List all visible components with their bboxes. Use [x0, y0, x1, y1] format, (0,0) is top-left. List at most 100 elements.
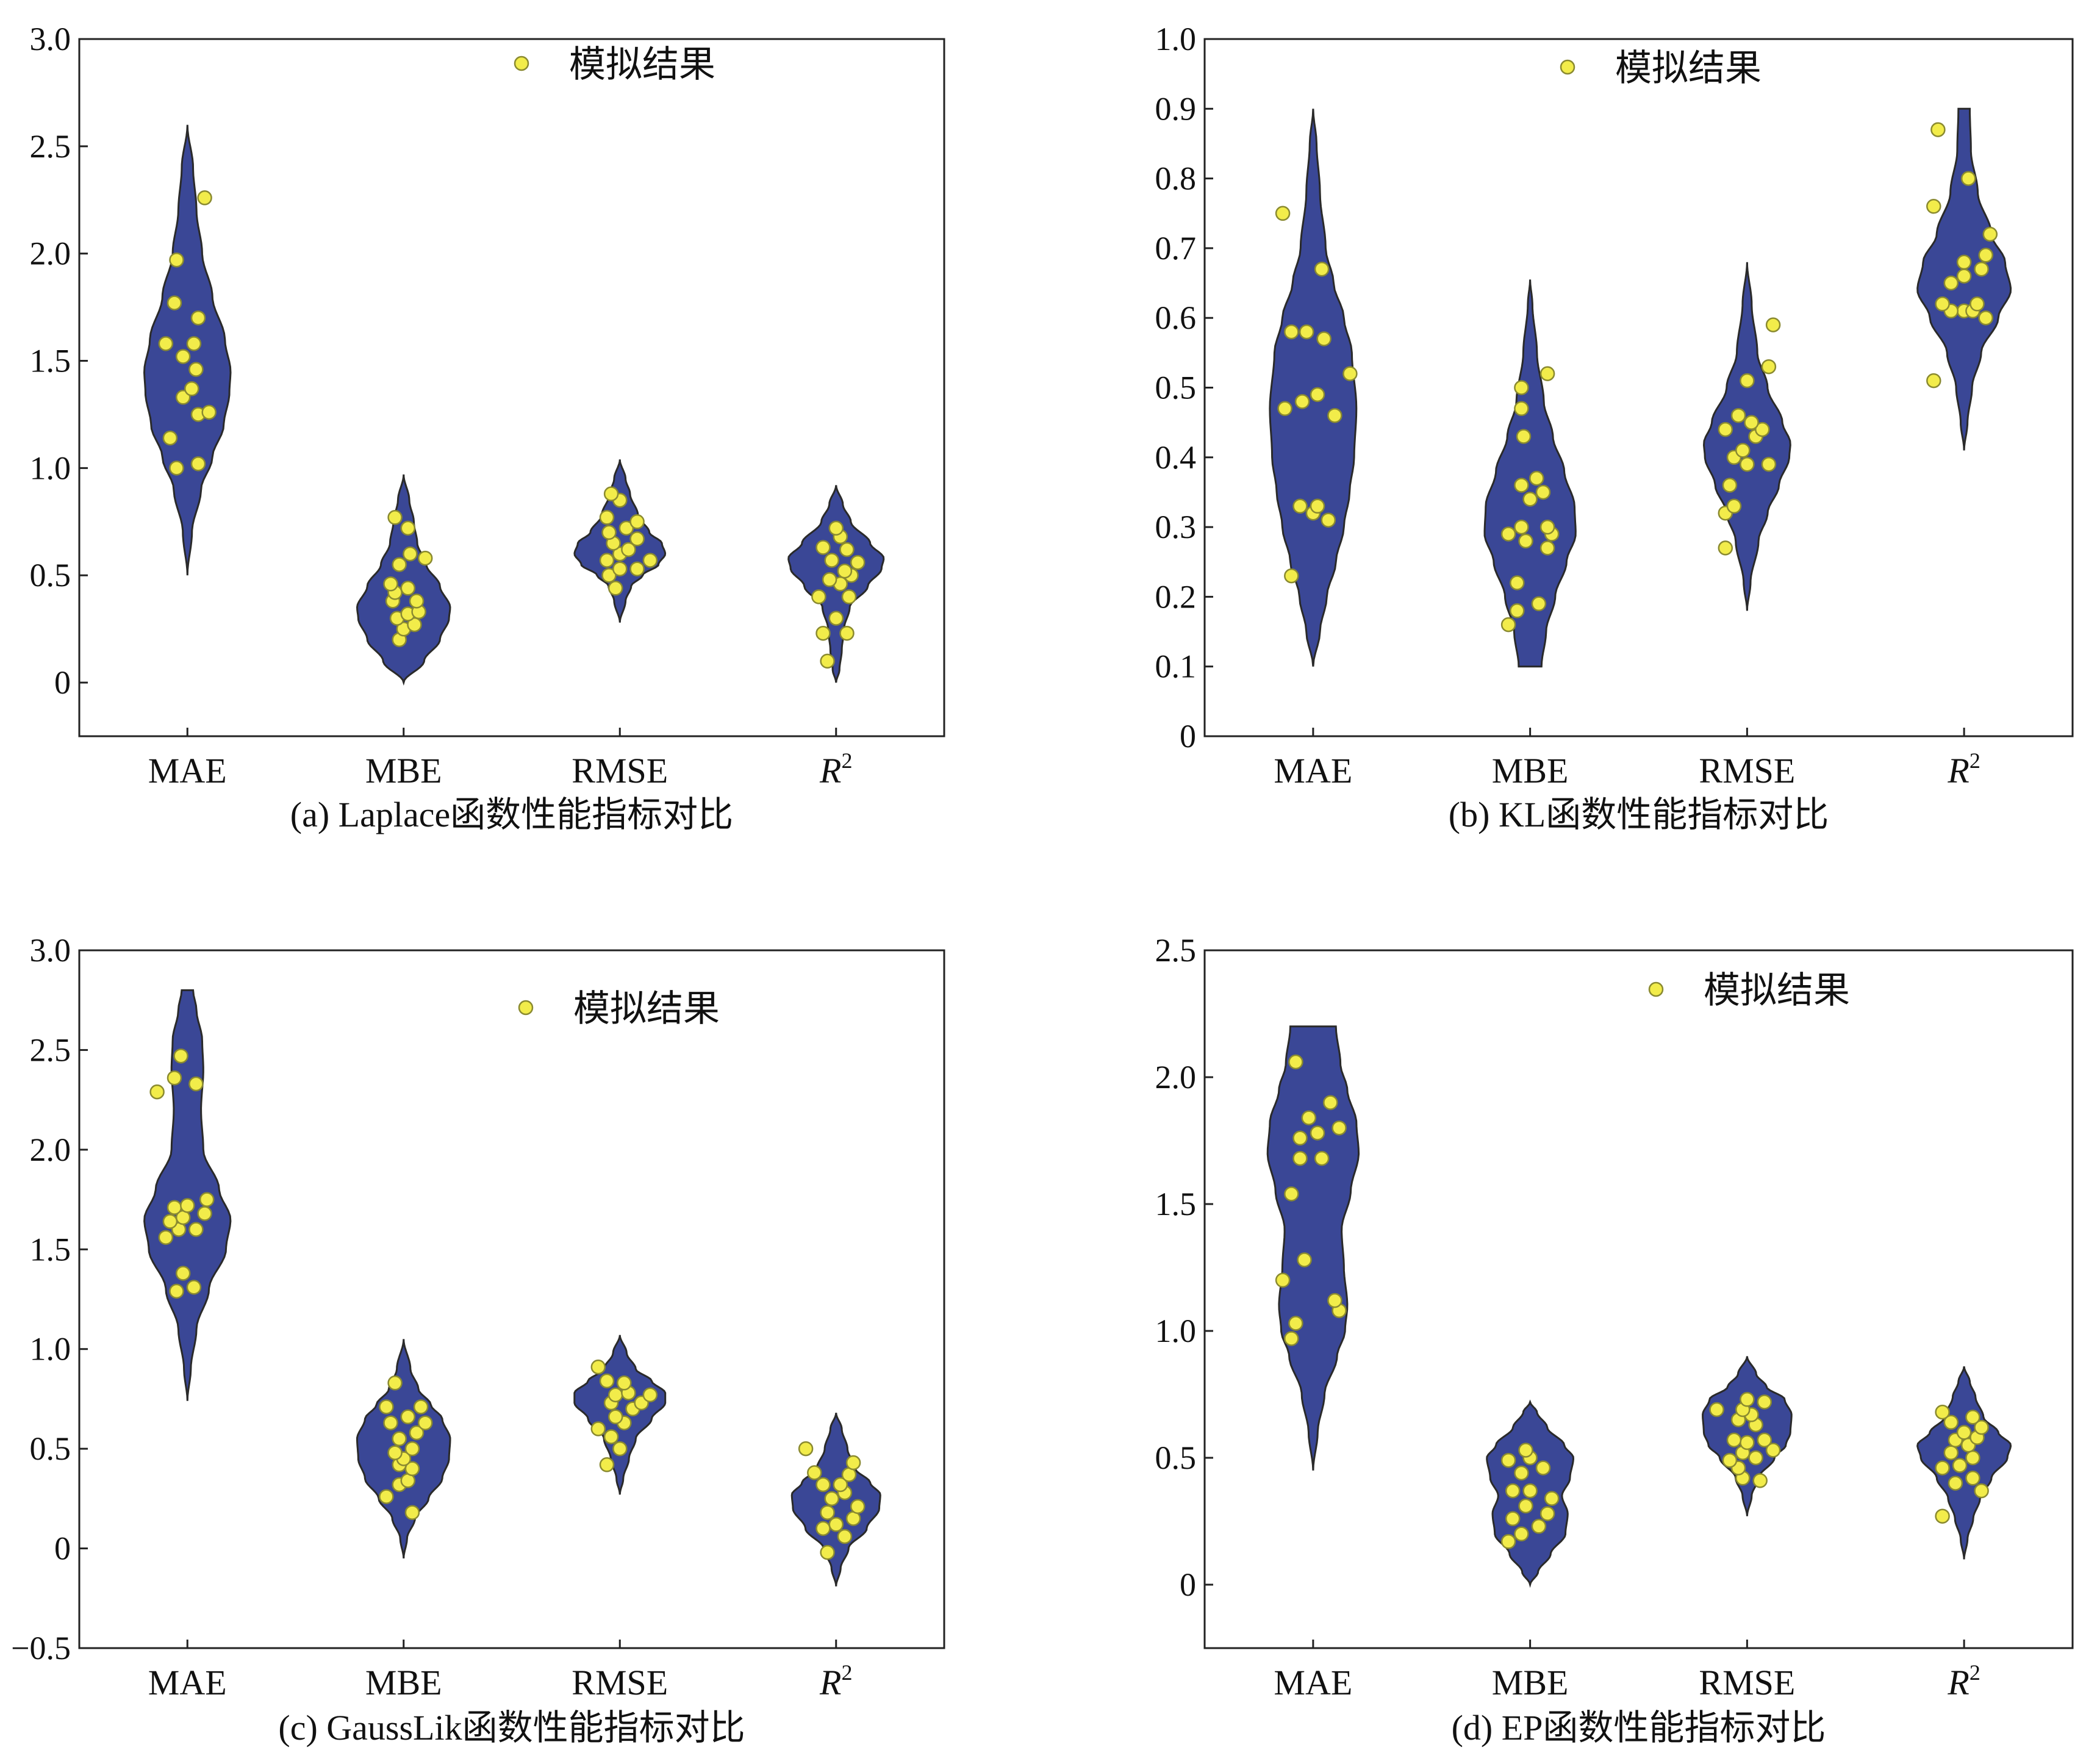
x-tick-label: RMSE: [1699, 1663, 1795, 1702]
data-point: [822, 572, 837, 587]
data-point: [1518, 533, 1533, 549]
data-point: [383, 576, 398, 592]
data-point: [1761, 456, 1777, 472]
data-point: [1943, 275, 1959, 291]
y-tick-label: 0: [1180, 718, 1196, 755]
data-point: [608, 1409, 623, 1425]
data-point: [1748, 1450, 1763, 1466]
panel-caption: (d) EP函数性能指标对比: [1452, 1708, 1826, 1748]
data-point: [828, 1517, 844, 1532]
data-point: [1522, 492, 1538, 507]
data-point: [1956, 1425, 1972, 1440]
data-point: [1757, 1394, 1772, 1410]
data-point: [1294, 394, 1310, 409]
panel-caption: (a) Laplace函数性能指标对比: [290, 795, 733, 834]
data-point: [400, 581, 416, 596]
data-point: [173, 1048, 188, 1064]
data-point: [850, 1499, 866, 1515]
data-point: [1978, 248, 1993, 263]
legend-marker: [1648, 981, 1664, 997]
data-point: [1310, 1125, 1325, 1141]
data-point: [608, 581, 623, 596]
data-point: [1952, 1458, 1968, 1473]
data-point: [1332, 1120, 1347, 1136]
data-point: [186, 336, 202, 351]
data-point: [1310, 498, 1325, 514]
data-point: [820, 1544, 835, 1560]
data-point: [1514, 519, 1529, 535]
data-point: [400, 520, 416, 536]
data-point: [837, 563, 853, 579]
data-point: [1730, 407, 1746, 423]
data-point: [617, 1375, 632, 1391]
x-tick-label: RMSE: [572, 1663, 668, 1702]
data-point: [404, 1505, 420, 1520]
data-point: [387, 1375, 403, 1391]
data-point: [387, 510, 403, 525]
data-point: [1539, 366, 1555, 381]
data-point: [811, 589, 826, 604]
data-point: [1974, 1483, 1989, 1499]
data-point: [1765, 1443, 1781, 1458]
data-point: [158, 1230, 174, 1245]
y-tick-label: −0.5: [11, 1630, 71, 1666]
panel-a: 0 0.5 1.0 1.5 2.0 2.5 3.0 MAE MBE RMSE R2 模拟结果 (a) L…: [30, 21, 945, 834]
data-point: [188, 1076, 204, 1092]
data-point: [839, 625, 855, 641]
data-point: [158, 336, 174, 351]
data-point: [1321, 512, 1336, 528]
data-point: [400, 1409, 416, 1425]
data-point: [1539, 540, 1555, 556]
data-point: [1284, 1186, 1299, 1202]
y-tick-label: 0.5: [30, 557, 71, 593]
y-tick-label: 0: [54, 1530, 71, 1567]
data-point: [599, 553, 615, 568]
data-point: [1327, 407, 1342, 423]
data-point: [190, 310, 206, 326]
data-point: [1982, 226, 1998, 242]
data-point: [1292, 1130, 1308, 1146]
data-point: [1514, 380, 1529, 395]
data-point: [162, 1214, 178, 1229]
data-point: [815, 540, 831, 555]
x-tick-label: MAE: [1274, 751, 1352, 791]
y-tick-label: 0: [54, 664, 71, 701]
data-point: [1935, 1460, 1950, 1475]
data-point: [175, 349, 191, 364]
y-tick-label: 0.4: [1155, 439, 1197, 476]
data-point: [417, 1415, 433, 1430]
y-tick-label: 0.7: [1155, 230, 1197, 267]
y-tick-label: 2.5: [30, 1031, 71, 1068]
data-point: [409, 1425, 425, 1441]
data-point: [599, 510, 615, 525]
violin-mbe: [356, 1339, 451, 1558]
data-point: [837, 1529, 853, 1544]
data-point: [1740, 1435, 1755, 1450]
data-point: [409, 593, 425, 609]
data-point: [1531, 596, 1547, 612]
data-point: [1709, 1402, 1724, 1418]
data-point: [1514, 1526, 1529, 1542]
x-tick-label: R2: [1947, 748, 1980, 791]
data-point: [188, 1222, 204, 1237]
data-point: [1535, 1460, 1551, 1475]
y-tick-label: 2.0: [30, 1131, 71, 1168]
data-point: [1956, 254, 1972, 270]
legend-marker: [1560, 59, 1575, 75]
data-point: [169, 1283, 184, 1299]
data-point: [1535, 484, 1551, 500]
data-point: [1960, 171, 1976, 186]
data-point: [188, 362, 204, 377]
y-tick-label: 1.0: [30, 1331, 71, 1368]
data-point: [1297, 1252, 1312, 1267]
x-tick-label: MBE: [365, 751, 442, 791]
y-tick-label: 0.2: [1155, 578, 1197, 615]
data-point: [379, 1489, 394, 1504]
y-tick-label: 1.0: [1155, 1313, 1197, 1349]
data-point: [392, 1431, 407, 1447]
data-point: [839, 542, 855, 558]
data-point: [603, 486, 619, 501]
data-point: [1761, 359, 1777, 375]
data-point: [1965, 1410, 1980, 1425]
data-point: [1726, 1432, 1742, 1448]
